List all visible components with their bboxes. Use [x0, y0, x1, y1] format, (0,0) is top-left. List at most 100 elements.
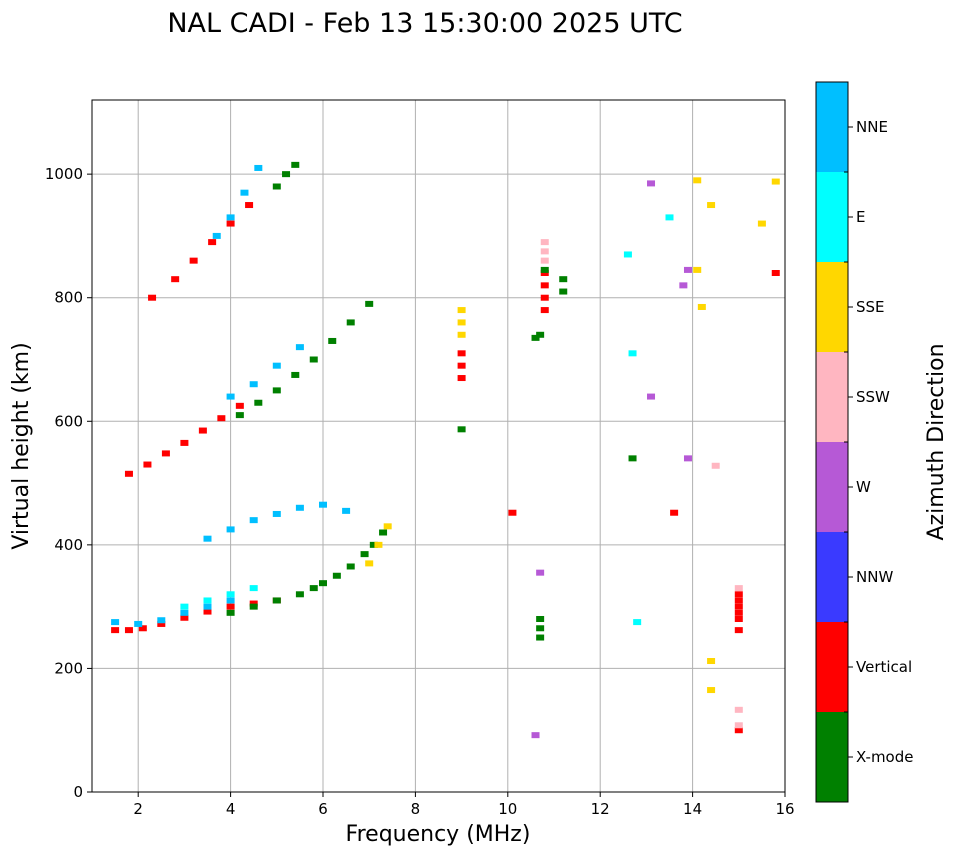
- x-tick-label: 14: [683, 800, 702, 818]
- data-point-sse: [697, 303, 706, 310]
- data-point-e: [180, 603, 189, 610]
- data-point-e: [623, 251, 632, 258]
- y-tick-label: 600: [54, 412, 83, 430]
- data-point-x-mode: [536, 625, 545, 632]
- data-point-vertical: [540, 294, 549, 301]
- y-tick-label: 0: [73, 783, 83, 801]
- data-point-vertical: [457, 350, 466, 357]
- x-tick-label: 16: [775, 800, 794, 818]
- data-point-x-mode: [628, 455, 637, 462]
- data-point-vertical: [208, 239, 217, 246]
- data-point-x-mode: [457, 426, 466, 433]
- colorbar-label: Azimuth Direction: [924, 343, 949, 540]
- data-point-nne: [157, 617, 166, 624]
- data-point-nne: [272, 510, 281, 517]
- data-point-nne: [111, 619, 120, 626]
- data-point-sse: [383, 523, 392, 530]
- data-point-vertical: [138, 625, 147, 632]
- data-point-nne: [226, 214, 235, 221]
- data-point-vertical: [124, 470, 133, 477]
- colorbar: X-mode Vertical NNW W SSW SSE E NNE: [815, 81, 913, 803]
- y-axis-label: Virtual height (km): [9, 342, 34, 549]
- data-point-vertical: [180, 614, 189, 621]
- colorbar-tick-label: W: [856, 478, 871, 496]
- data-point-ssw: [734, 706, 743, 713]
- data-point-vertical: [161, 450, 170, 457]
- x-tick-label: 2: [133, 800, 143, 818]
- x-tick-label: 12: [591, 800, 610, 818]
- data-point-x-mode: [559, 288, 568, 295]
- data-point-vertical: [457, 362, 466, 369]
- data-point-vertical: [771, 270, 780, 276]
- data-point-e: [249, 585, 258, 592]
- x-axis-label: Frequency (MHz): [346, 822, 531, 847]
- data-point-vertical: [189, 257, 198, 264]
- data-point-vertical: [124, 627, 133, 634]
- data-point-nne: [249, 517, 258, 524]
- x-axis-ticks: 2 4 6 8 10 12 14 16: [133, 792, 795, 818]
- data-point-x-mode: [272, 387, 281, 394]
- data-point-nne: [226, 526, 235, 533]
- data-point-ssw: [734, 585, 743, 592]
- x-tick-label: 4: [226, 800, 236, 818]
- data-point-vertical: [203, 608, 212, 615]
- data-point-e: [226, 591, 235, 598]
- data-point-x-mode: [346, 563, 355, 570]
- x-tick-label: 8: [411, 800, 421, 818]
- data-point-w: [647, 393, 656, 400]
- data-point-vertical: [734, 627, 743, 634]
- data-point-x-mode: [319, 580, 327, 587]
- data-point-x-mode: [536, 331, 545, 338]
- data-point-sse: [693, 266, 702, 273]
- data-point-vertical: [249, 600, 258, 607]
- data-point-x-mode: [249, 603, 258, 610]
- data-point-vertical: [111, 627, 120, 634]
- data-point-ssw: [540, 257, 549, 264]
- data-point-sse: [693, 177, 702, 184]
- data-point-x-mode: [226, 609, 235, 616]
- data-point-nne: [342, 507, 351, 514]
- data-point-vertical: [226, 220, 235, 227]
- data-point-e: [665, 214, 674, 221]
- colorbar-swatch-w: [816, 442, 848, 532]
- colorbar-tick-label: NNE: [856, 118, 888, 136]
- data-point-x-mode: [309, 356, 318, 363]
- data-point-x-mode: [254, 399, 263, 406]
- colorbar-tick-label: SSW: [856, 388, 890, 406]
- data-point-x-mode: [559, 276, 568, 283]
- data-point-w: [531, 732, 540, 739]
- data-points: [111, 161, 780, 739]
- colorbar-tick-label: SSE: [856, 298, 885, 316]
- data-point-nne: [212, 232, 221, 239]
- data-point-e: [628, 350, 637, 357]
- data-point-ssw: [540, 239, 549, 246]
- data-point-vertical: [734, 591, 743, 598]
- data-point-x-mode: [346, 319, 355, 326]
- data-point-vertical: [734, 727, 743, 734]
- data-point-nne: [203, 535, 212, 542]
- data-point-e: [633, 619, 642, 626]
- data-point-ssw: [711, 462, 720, 469]
- data-point-vertical: [171, 276, 180, 283]
- y-tick-label: 800: [54, 289, 83, 307]
- x-tick-label: 6: [318, 800, 328, 818]
- x-tick-label: 10: [498, 800, 517, 818]
- colorbar-swatch-nnw: [816, 532, 848, 622]
- data-point-sse: [771, 178, 780, 185]
- grid: [92, 100, 786, 793]
- plot-frame: [91, 99, 786, 793]
- data-point-x-mode: [360, 551, 369, 558]
- data-point-vertical: [245, 202, 254, 209]
- data-point-nne: [272, 362, 281, 369]
- data-point-vertical: [734, 603, 743, 610]
- data-point-vertical: [734, 609, 743, 616]
- data-point-nne: [319, 501, 327, 508]
- colorbar-swatch-sse: [816, 262, 848, 352]
- data-point-nne: [226, 393, 235, 400]
- data-point-x-mode: [272, 597, 281, 604]
- data-point-nne: [295, 504, 304, 511]
- data-point-x-mode: [332, 572, 341, 579]
- data-point-vertical: [734, 616, 743, 622]
- colorbar-tick-label: E: [856, 208, 865, 226]
- data-point-vertical: [670, 509, 679, 516]
